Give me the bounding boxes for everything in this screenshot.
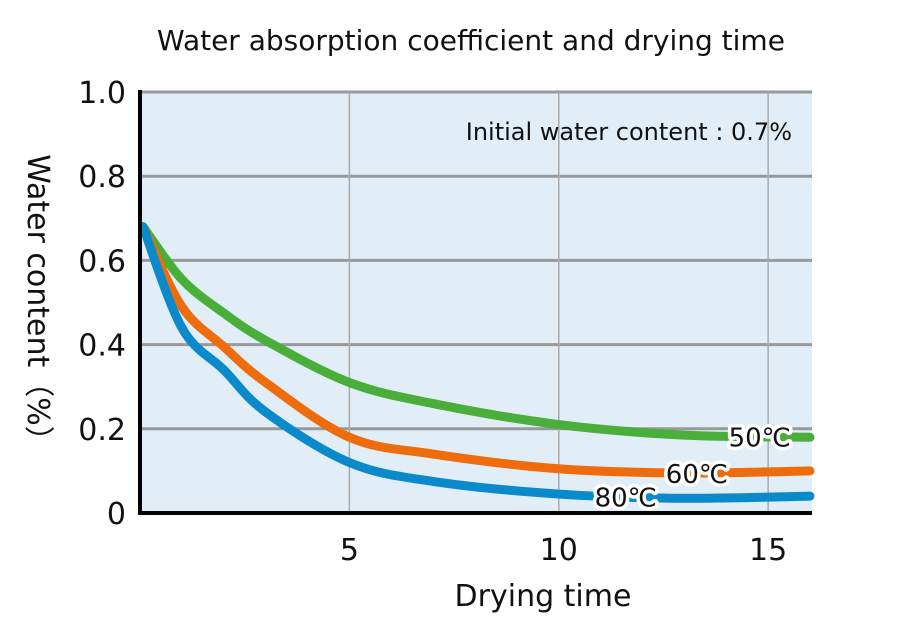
plot-background bbox=[140, 92, 812, 513]
series-label: 80℃ bbox=[595, 483, 657, 513]
series-label: 60℃ bbox=[666, 460, 728, 490]
series-line-2 bbox=[138, 222, 815, 503]
annotation-initial-water-content: Initial water content : 0.7% bbox=[466, 118, 792, 146]
chart-title: Water absorption coefficient and drying … bbox=[157, 24, 785, 57]
y-tick-label: 0.4 bbox=[78, 329, 126, 364]
series-line-1 bbox=[138, 222, 815, 478]
series-label: 50℃ bbox=[729, 423, 791, 453]
y-tick-label: 0.6 bbox=[78, 244, 126, 279]
y-axis-label: Water content（%） bbox=[20, 154, 55, 456]
y-tick-label: 0 bbox=[107, 497, 126, 532]
y-tick-label: 1.0 bbox=[78, 76, 126, 111]
series-line-0 bbox=[138, 222, 815, 442]
x-tick-label: 15 bbox=[749, 533, 787, 568]
y-tick-label: 0.2 bbox=[78, 413, 126, 448]
x-axis-label: Drying time bbox=[455, 579, 632, 614]
y-tick-label: 0.8 bbox=[78, 160, 126, 195]
x-tick-label: 10 bbox=[540, 533, 578, 568]
x-tick-label: 5 bbox=[340, 533, 359, 568]
